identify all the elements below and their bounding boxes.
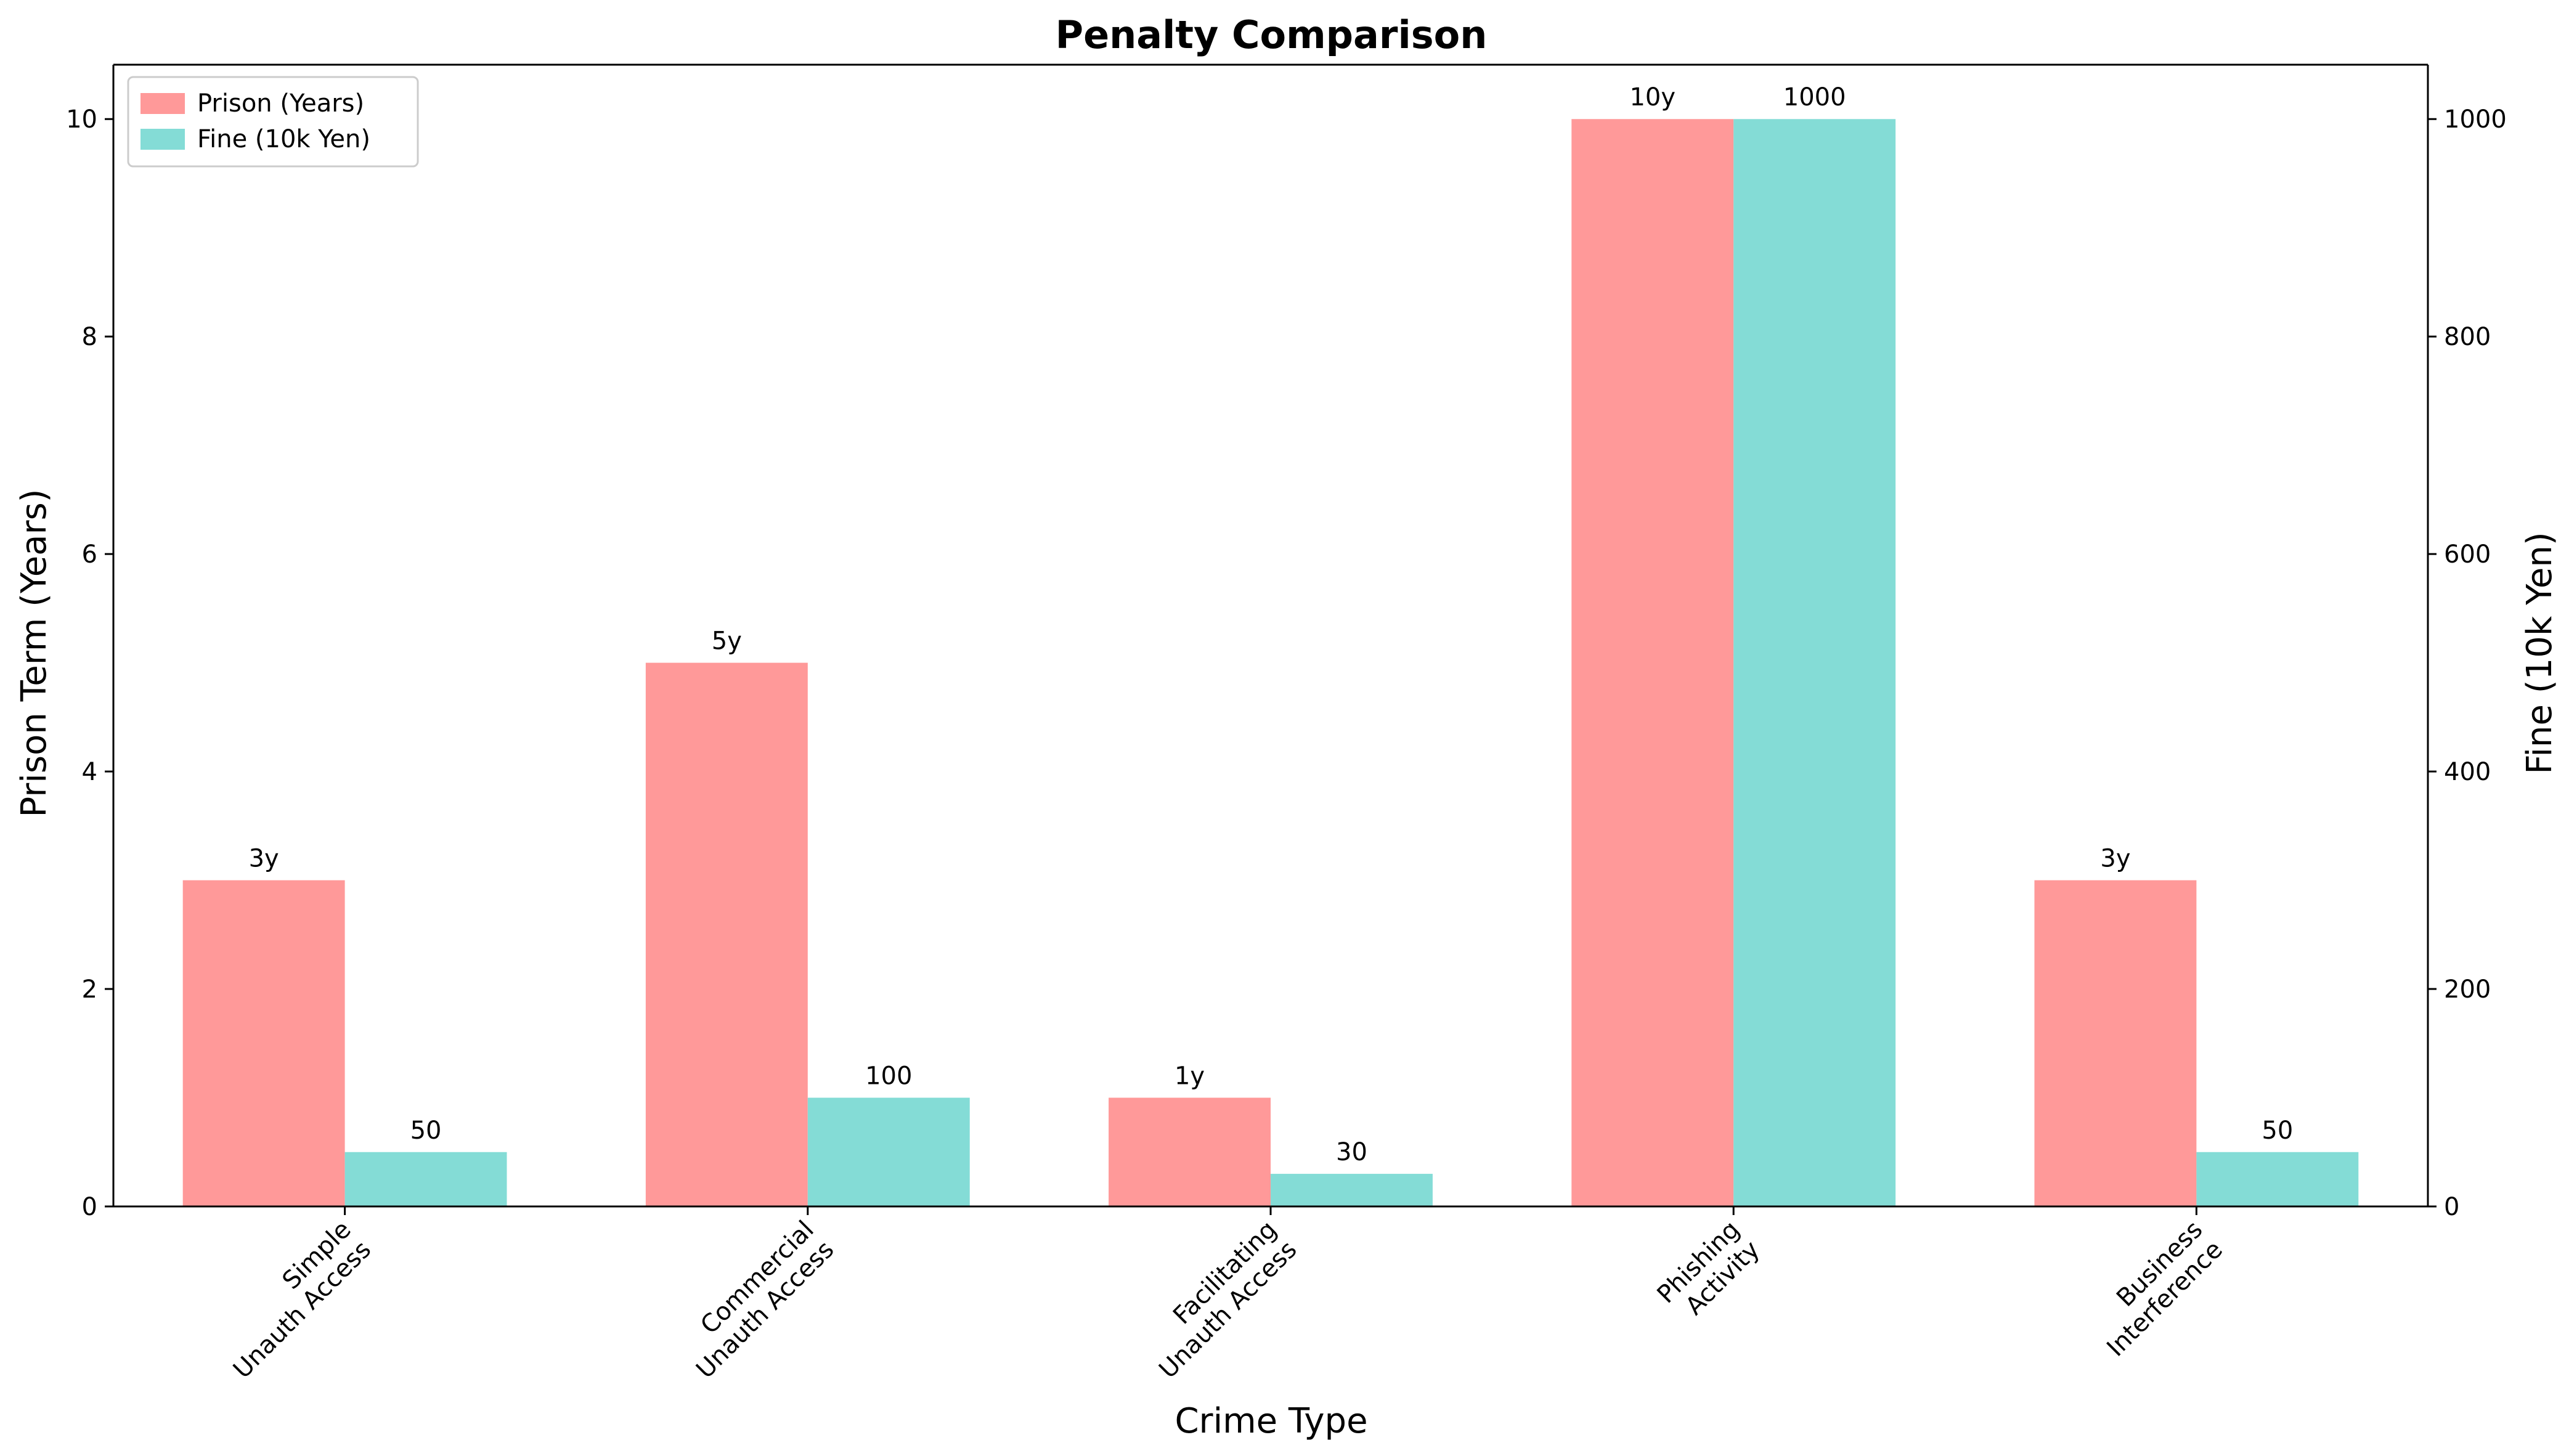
y-tick-label-left: 0 <box>82 1193 97 1221</box>
chart-title: Penalty Comparison <box>1056 12 1488 57</box>
bar-value-label: 30 <box>1336 1138 1367 1166</box>
y-axis-label-right: Fine (10k Yen) <box>2520 532 2560 774</box>
y-tick-label-right: 600 <box>2444 540 2491 569</box>
bar-fine <box>1271 1174 1433 1206</box>
bar-value-label: 1y <box>1175 1062 1205 1091</box>
y-tick-label-left: 4 <box>82 758 97 786</box>
bar-fine <box>344 1152 507 1206</box>
bar-prison <box>2034 880 2197 1206</box>
y-tick-label-right: 0 <box>2444 1193 2459 1221</box>
bar-fine <box>2196 1152 2359 1206</box>
legend-entry: Fine (10k Yen) <box>197 125 370 153</box>
legend-frame <box>127 76 419 168</box>
bar-value-label: 1000 <box>1783 83 1846 112</box>
legend-entry: Prison (Years) <box>197 89 364 118</box>
bar-value-label: 50 <box>2262 1116 2293 1145</box>
bar-fine <box>807 1097 970 1206</box>
bar-prison <box>645 662 808 1206</box>
bar-prison <box>1571 119 1734 1207</box>
legend-swatch <box>140 129 185 150</box>
legend-swatch <box>140 93 185 114</box>
y-tick-label-right: 1000 <box>2444 105 2507 134</box>
y-tick-label-right: 200 <box>2444 975 2491 1004</box>
y-tick-label-left: 8 <box>82 323 97 351</box>
bar-prison <box>182 880 345 1206</box>
bar-value-label: 100 <box>865 1062 912 1091</box>
bar-fine <box>1733 119 1896 1207</box>
y-axis-label-left: Prison Term (Years) <box>14 489 54 817</box>
bar-prison <box>1109 1097 1271 1206</box>
y-tick-label-left: 6 <box>82 540 97 569</box>
bar-value-label: 10y <box>1629 83 1675 112</box>
y-tick-label-right: 400 <box>2444 758 2491 786</box>
y-tick-label-left: 10 <box>66 105 97 134</box>
legend: Prison (Years) Fine (10k Yen) <box>127 76 419 168</box>
x-axis-label: Crime Type <box>1175 1401 1367 1441</box>
y-tick-label-left: 2 <box>82 975 97 1004</box>
bar-value-label: 50 <box>410 1116 442 1145</box>
bar-value-label: 3y <box>249 845 279 873</box>
bar-value-label: 5y <box>712 627 742 656</box>
y-tick-label-right: 800 <box>2444 323 2491 351</box>
bar-value-label: 3y <box>2100 845 2130 873</box>
